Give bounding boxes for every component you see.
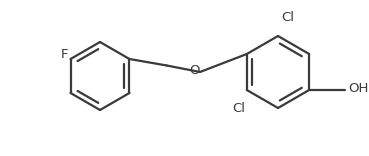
Text: OH: OH: [348, 83, 369, 95]
Text: F: F: [61, 49, 68, 61]
Text: Cl: Cl: [232, 102, 245, 115]
Text: O: O: [189, 64, 199, 78]
Text: Cl: Cl: [281, 11, 294, 24]
